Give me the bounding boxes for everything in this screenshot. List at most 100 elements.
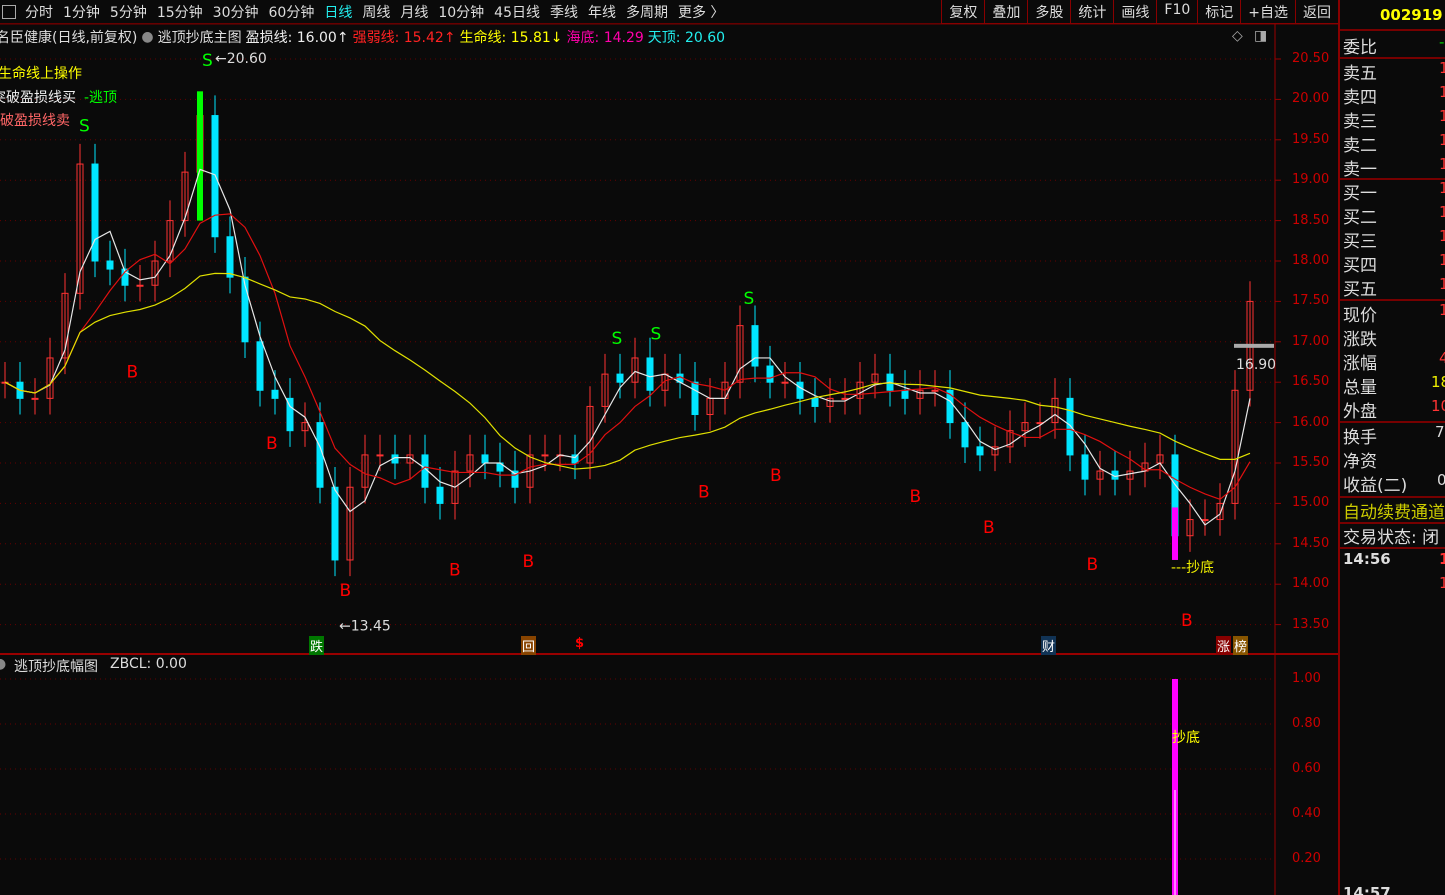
period-tab[interactable]: 更多 〉 xyxy=(677,4,725,21)
sidebar-toggle-icon[interactable] xyxy=(2,4,16,19)
candle-body xyxy=(991,446,999,456)
toolbar-button[interactable]: +自选 xyxy=(1240,0,1295,24)
candle-body xyxy=(106,260,114,270)
period-tab[interactable]: 45日线 xyxy=(494,4,540,21)
panel-toggle-icon[interactable]: ◨ xyxy=(1254,28,1268,44)
period-tab[interactable]: 1分钟 xyxy=(63,4,100,21)
indicator-name[interactable]: 逃顶抄底主图 xyxy=(157,30,242,46)
auto-renew-link[interactable]: 自动续费通道 xyxy=(1343,503,1445,523)
legend-break-buy: 突破盈损线买 xyxy=(0,90,76,106)
volume-label: 总量 xyxy=(1343,378,1377,398)
candle-body xyxy=(136,284,144,287)
ykx-value: 盈损线: 16.00↑ xyxy=(245,30,349,46)
candle-body xyxy=(1006,430,1014,448)
period-tab[interactable]: 10分钟 xyxy=(438,4,485,21)
sell-level-value: 1 xyxy=(1439,131,1445,149)
candle-body xyxy=(256,341,264,391)
candle-body xyxy=(856,381,864,399)
legend-break-sell: 跌破盈损线卖 xyxy=(0,113,70,129)
diamond-icon[interactable]: ◇ xyxy=(1232,28,1243,44)
period-tab[interactable]: 30分钟 xyxy=(212,4,259,21)
period-tab[interactable]: 15分钟 xyxy=(156,4,203,21)
candle-body xyxy=(601,373,609,407)
buy-signal: B xyxy=(449,561,461,581)
candle-body xyxy=(436,486,444,504)
candle-body xyxy=(271,389,279,399)
candle-body xyxy=(961,422,969,448)
buy-level-label: 买一 xyxy=(1343,184,1377,204)
tag-hui[interactable]: 回 xyxy=(521,636,537,655)
toolbar-button[interactable]: F10 xyxy=(1156,0,1198,24)
period-tab[interactable]: 年线 xyxy=(587,4,616,21)
price-value: 1 xyxy=(1439,301,1445,319)
quote-panel: 002919 委比 -4 卖五 1 卖四 1 卖三 1 卖二 1 卖一 1 买一 1 买二 1 买三 1 买四 1 买… xyxy=(1338,0,1445,895)
candle-body xyxy=(1126,470,1134,480)
sub-toggle-icon[interactable]: ● xyxy=(0,656,7,672)
volume-value: 18 xyxy=(1431,373,1445,391)
candle-body xyxy=(1051,397,1059,424)
sub-title[interactable]: 逃顶抄底幅图 xyxy=(14,659,98,675)
toolbar-button[interactable]: 叠加 xyxy=(984,0,1028,24)
sell-signal: S xyxy=(202,51,213,71)
period-tab[interactable]: 日线 xyxy=(324,4,353,21)
candle-body xyxy=(901,389,909,399)
sub-axis-label: 1.00 xyxy=(1292,671,1321,686)
candle-body xyxy=(181,171,189,222)
weibi-value: -4 xyxy=(1439,33,1445,51)
price-axis-label: 20.50 xyxy=(1292,51,1330,66)
sub-axis-label: 0.20 xyxy=(1292,851,1321,866)
price-axis-label: 19.00 xyxy=(1292,172,1330,188)
period-tab[interactable]: 5分钟 xyxy=(109,4,147,21)
smx-value: 生命线: 15.81↓ xyxy=(459,30,563,46)
toolbar-button[interactable]: 复权 xyxy=(941,0,985,24)
period-tab[interactable]: 周线 xyxy=(362,4,391,21)
candle-body xyxy=(346,486,354,561)
toolbar-button[interactable]: 标记 xyxy=(1197,0,1241,24)
period-tab[interactable]: 月线 xyxy=(400,4,429,21)
period-tab[interactable]: 季线 xyxy=(549,4,578,21)
buy-signal: B xyxy=(910,487,922,507)
candle-body xyxy=(736,325,744,383)
toolbar-button[interactable]: 返回 xyxy=(1295,0,1338,24)
toolbar-button[interactable]: 多股 xyxy=(1027,0,1071,24)
candle-body xyxy=(421,454,429,488)
current-price-label: 16.90 xyxy=(1236,357,1276,373)
candle-body xyxy=(1096,470,1104,480)
period-tab[interactable]: 多周期 xyxy=(625,4,668,21)
candle-body xyxy=(316,422,324,488)
tag-cai[interactable]: 财 xyxy=(1041,636,1057,655)
toolbar-button[interactable]: 画线 xyxy=(1113,0,1157,24)
sub-bottom-label: 抄底 xyxy=(1172,730,1200,746)
tag-zhang[interactable]: 涨 xyxy=(1216,636,1232,655)
candle-body xyxy=(781,381,789,384)
candle-body xyxy=(1216,502,1224,521)
toolbar-button[interactable]: 统计 xyxy=(1070,0,1114,24)
candle-body xyxy=(1231,389,1239,504)
price-axis-label: 13.50 xyxy=(1292,616,1330,632)
price-axis-label: 14.00 xyxy=(1292,576,1330,592)
candle-body xyxy=(841,397,849,400)
sell-signal: S xyxy=(79,116,90,136)
candle-body xyxy=(481,454,489,464)
turnover-value: 7 xyxy=(1435,423,1445,441)
tag-dollar[interactable]: $ xyxy=(575,636,585,651)
period-tab[interactable]: 分时 xyxy=(25,4,53,21)
period-toolbar: 分时 1分钟 5分钟 15分钟 30分钟 60分钟 日线 周线 月线 10分钟 45日线 季线 年线 多周… xyxy=(0,0,1338,24)
outer-value: 10 xyxy=(1431,397,1445,415)
candle-body xyxy=(691,381,699,416)
stock-title[interactable]: 名臣健康(日线,前复权) xyxy=(0,30,138,46)
candle-body xyxy=(166,220,174,262)
buy-level-label: 买五 xyxy=(1343,280,1377,300)
period-tab[interactable]: 60分钟 xyxy=(268,4,315,21)
tag-bang[interactable]: 榜 xyxy=(1233,636,1249,655)
candle-body xyxy=(1081,454,1089,480)
buy-level-label: 买二 xyxy=(1343,208,1377,228)
buy-level-value: 1 xyxy=(1439,179,1445,197)
candle-body xyxy=(61,292,69,359)
candle-body xyxy=(586,405,594,464)
bottom-label: ---抄底 xyxy=(1171,560,1214,576)
tag-die[interactable]: 跌 xyxy=(309,636,325,655)
candle-body xyxy=(571,454,579,464)
indicator-toggle-icon[interactable]: ● xyxy=(141,29,154,45)
